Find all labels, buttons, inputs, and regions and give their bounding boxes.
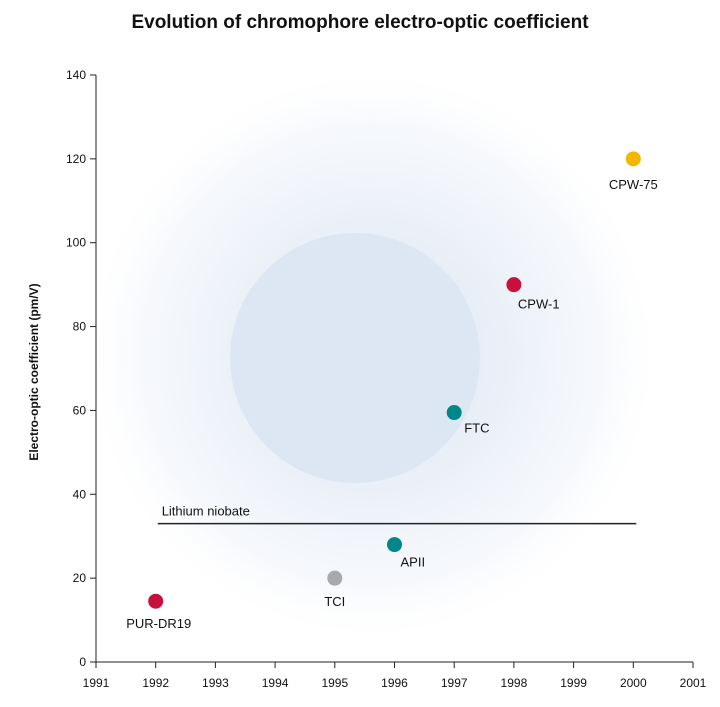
point-pur-dr19 — [148, 593, 164, 609]
axes: 0 20 40 60 80 100 120 140 1991 1992 1993 1994 1995 19… — [66, 68, 707, 690]
x-tick-label: 1993 — [202, 676, 229, 690]
data-points: PUR-DR19 TCI APII FTC CPW-1 CPW-75 — [126, 151, 658, 631]
point-label-tci: TCI — [324, 594, 345, 609]
x-tick-label: 1992 — [142, 676, 169, 690]
y-tick-label: 100 — [66, 236, 86, 250]
y-axis-title: Electro-optic coefficient (pm/V) — [27, 283, 41, 460]
x-tick-label: 1991 — [83, 676, 110, 690]
point-ftc — [446, 405, 462, 421]
y-tick-label: 140 — [66, 68, 86, 82]
point-label-pur-dr19: PUR-DR19 — [126, 616, 191, 631]
reference-line-group: Lithium niobate — [157, 504, 637, 525]
y-tick-label: 80 — [73, 320, 87, 334]
x-tick-label: 2000 — [620, 676, 647, 690]
point-apii — [387, 537, 402, 553]
x-tick-label: 2001 — [680, 676, 707, 690]
x-tick-label: 1994 — [262, 676, 289, 690]
y-tick-label: 120 — [66, 152, 86, 166]
point-cpw-1 — [506, 277, 522, 293]
lithium-niobate-label: Lithium niobate — [162, 504, 250, 519]
background-glow — [82, 65, 662, 645]
point-label-ftc: FTC — [464, 421, 489, 436]
y-tick-label: 20 — [73, 571, 87, 585]
y-tick-label: 40 — [73, 487, 87, 501]
point-label-cpw-1: CPW-1 — [518, 297, 560, 312]
x-tick-label: 1995 — [321, 676, 348, 690]
x-tick-label: 1996 — [381, 676, 408, 690]
chart-title: Evolution of chromophore electro-optic c… — [131, 12, 589, 33]
x-tick-label: 1997 — [441, 676, 468, 690]
point-tci — [327, 570, 343, 586]
x-tick-label: 1999 — [560, 676, 587, 690]
y-tick-label: 60 — [73, 403, 87, 417]
y-tick-label: 0 — [79, 655, 86, 669]
x-tick-label: 1998 — [501, 676, 528, 690]
point-label-cpw-75: CPW-75 — [609, 177, 658, 192]
point-label-apii: APII — [401, 555, 426, 570]
point-cpw-75 — [625, 151, 641, 167]
